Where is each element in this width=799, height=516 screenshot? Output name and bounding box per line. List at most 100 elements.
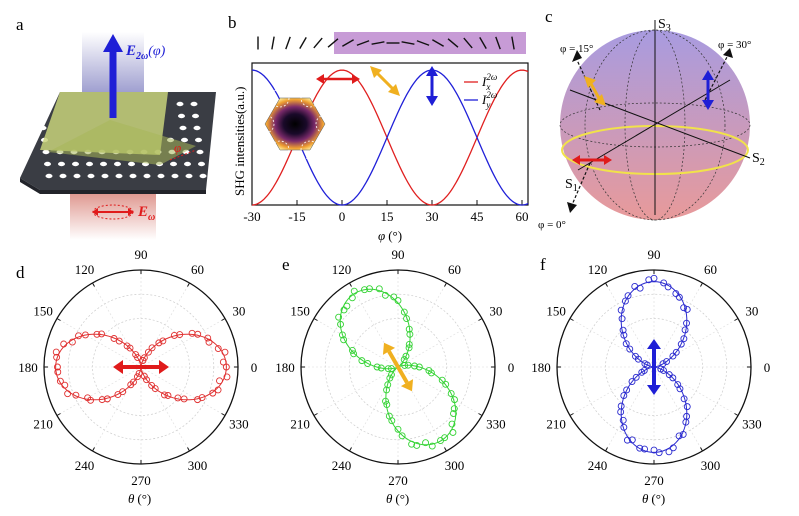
polar-data-point — [400, 356, 408, 364]
polar-data-point — [405, 341, 413, 348]
polar-data-point — [449, 429, 457, 436]
panel-b: b -30 -15 0 15 30 45 60 — [228, 13, 529, 243]
polar-tick-label: 60 — [191, 262, 204, 277]
polar-e-label: θ (°) — [386, 491, 409, 506]
polar-d-label: θ (°) — [128, 491, 151, 506]
substrate-hole — [181, 137, 188, 143]
polar-data-point — [413, 442, 421, 449]
polar-data-point — [340, 306, 348, 314]
polar-data-point — [68, 338, 76, 346]
polar-data-point — [72, 391, 80, 399]
polar-tick — [349, 447, 352, 452]
polar-tick-label: 0 — [251, 360, 258, 375]
substrate-hole — [45, 173, 53, 179]
substrate-hole — [39, 125, 47, 131]
polar-data-point — [619, 416, 627, 424]
polar-data-point — [375, 285, 383, 293]
polar-grid-spoke — [397, 366, 483, 416]
substrate-hole — [196, 149, 204, 155]
polar-tick-label: 330 — [229, 417, 249, 432]
substrate-hole — [101, 173, 109, 179]
polar-tick — [700, 447, 703, 452]
polar-data-point — [60, 340, 68, 348]
polar-fit-curve — [55, 333, 227, 401]
polar-data-point — [408, 440, 416, 448]
polar-grid-spoke — [140, 366, 190, 452]
polar-data-point — [194, 396, 201, 404]
polar-data-point — [358, 357, 366, 365]
polar-tick-label: 270 — [131, 473, 151, 488]
polar-tick — [92, 282, 95, 287]
polar-tick-label: 90 — [392, 247, 405, 262]
polar-data-point — [680, 395, 688, 403]
axis-s1 — [577, 79, 731, 171]
polar-data-point — [340, 336, 348, 344]
polar-data-point — [641, 445, 649, 453]
polarization-arrow — [387, 350, 409, 384]
polar-data-point — [400, 308, 408, 316]
polar-data-point — [623, 386, 631, 394]
orientation-dash — [342, 39, 354, 47]
polar-grid-spoke — [569, 366, 655, 416]
polar-data-point — [415, 363, 423, 371]
polar-data-point — [377, 364, 385, 372]
plot-b-tick-label: -15 — [288, 209, 305, 224]
substrate-hole — [86, 161, 93, 167]
arrow-red-b — [316, 74, 360, 84]
substrate-hole — [100, 161, 107, 167]
polar-tick-label: 150 — [33, 304, 53, 319]
orientation-dash — [285, 36, 291, 50]
polar-grid-spoke — [569, 318, 655, 368]
polar-data-point — [214, 345, 222, 352]
legend-b: Ix2ω Iy2ω — [464, 72, 497, 110]
orientation-dash — [432, 39, 444, 47]
polar-data-point — [383, 386, 391, 394]
polar-data-point — [657, 365, 665, 373]
polar-data-point — [81, 331, 89, 339]
plot-b-tick-label: 15 — [381, 209, 394, 224]
polar-data-point — [350, 350, 358, 358]
polar-data-point — [663, 358, 670, 366]
polar-tick — [56, 318, 61, 321]
substrate-hole — [87, 173, 95, 179]
polar-data-point — [214, 386, 222, 394]
polar-data-point — [626, 345, 634, 353]
polar-tick — [444, 282, 447, 287]
polar-data-point — [159, 337, 167, 345]
polarization-arrowhead — [382, 342, 396, 355]
substrate-hole — [199, 173, 207, 179]
polar-data-point — [669, 352, 677, 360]
plot-b-ylabel: SHG intensities(a.u.) — [232, 87, 247, 196]
substrate-hole — [73, 173, 81, 179]
substrate-hole — [193, 125, 201, 131]
polar-data-point — [337, 320, 344, 328]
polar-data-point — [620, 331, 628, 339]
substrate-hole — [128, 161, 135, 167]
polar-tick — [478, 413, 483, 416]
polar-tick-label: 90 — [648, 247, 661, 262]
polar-grid-spoke — [140, 366, 226, 416]
polar-tick-label: 30 — [745, 304, 758, 319]
panel-letter-b: b — [228, 13, 237, 32]
polar-data-point — [617, 306, 625, 314]
polar-data-point — [383, 401, 391, 408]
orientation-dash — [511, 36, 515, 50]
polar-data-point — [160, 391, 168, 399]
polar-data-point — [135, 370, 143, 377]
orientation-dash — [327, 38, 339, 48]
polar-grid-spoke — [56, 366, 142, 416]
polarization-arrowhead — [400, 379, 414, 392]
polar-tick-label: 150 — [546, 304, 566, 319]
polar-data-point — [386, 374, 394, 382]
substrate-hole — [185, 173, 193, 179]
polar-data-point — [672, 348, 680, 356]
annotation-phi15: φ = 15° — [560, 43, 593, 55]
polar-tick-label: 60 — [448, 262, 461, 277]
polar-data-point — [683, 306, 691, 313]
polar-data-point — [683, 403, 691, 411]
orientation-dash — [371, 41, 385, 45]
substrate-hole — [157, 173, 165, 179]
plot-b-tick-label: 60 — [516, 209, 529, 224]
polar-grid-spoke — [92, 366, 142, 452]
polar-data-point — [665, 371, 673, 379]
